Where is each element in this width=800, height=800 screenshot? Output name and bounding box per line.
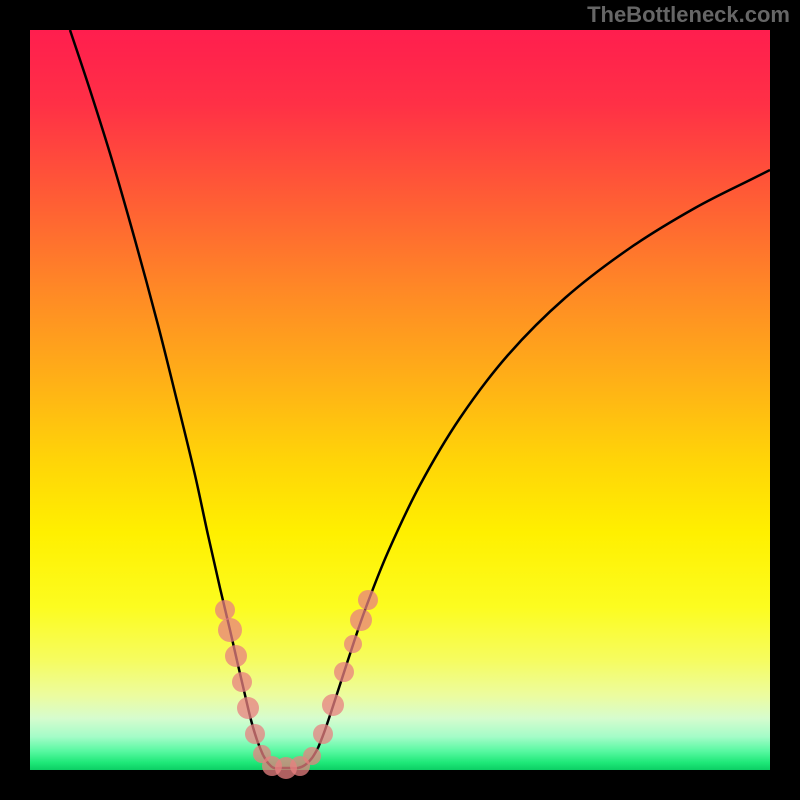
curve-marker [232,672,252,692]
curve-right-segment [318,170,770,748]
bottleneck-curve [30,30,770,770]
watermark-text: TheBottleneck.com [587,2,790,28]
curve-marker [313,724,333,744]
curve-marker [237,697,259,719]
curve-marker [225,645,247,667]
curve-marker [322,694,344,716]
curve-marker [350,609,372,631]
curve-marker [344,635,362,653]
chart-container: TheBottleneck.com [0,0,800,800]
curve-marker [245,724,265,744]
curve-marker [358,590,378,610]
curve-marker [334,662,354,682]
curve-marker [303,747,321,765]
curve-marker [215,600,235,620]
plot-area [30,30,770,770]
curve-marker [218,618,242,642]
